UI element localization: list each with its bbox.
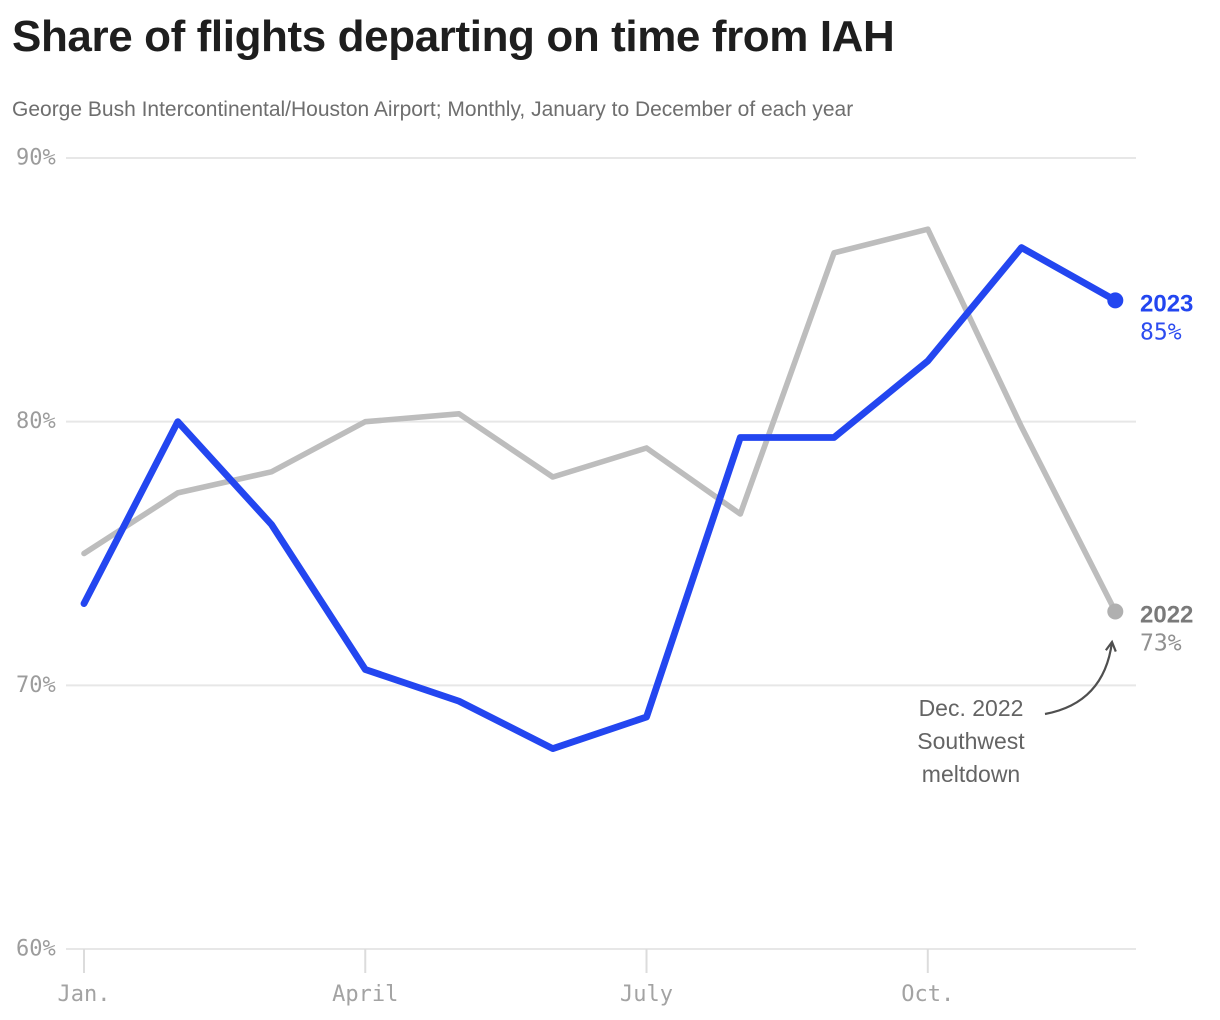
y-tick-label-90%: 90% bbox=[16, 146, 56, 171]
annotation-line-3: meltdown bbox=[922, 761, 1020, 787]
x-tick-label-Jan.: Jan. bbox=[58, 982, 111, 1007]
x-tick-label-Oct.: Oct. bbox=[901, 982, 954, 1007]
annotation-line-2: Southwest bbox=[917, 728, 1025, 754]
y-tick-label-60%: 60% bbox=[16, 937, 56, 962]
chart-subtitle: George Bush Intercontinental/Houston Air… bbox=[12, 98, 854, 121]
y-tick-label-70%: 70% bbox=[16, 673, 56, 698]
gridlines bbox=[66, 157, 1136, 950]
series-line-2022 bbox=[81, 226, 1119, 615]
series-end-label-2023: 2023 bbox=[1140, 290, 1193, 317]
series-endpoint-dot-2023 bbox=[1107, 292, 1124, 309]
annotation-arrow bbox=[1044, 639, 1117, 716]
x-tick-label-July: July bbox=[620, 982, 673, 1007]
x-axis-ticks bbox=[83, 949, 929, 973]
series-line-2023 bbox=[80, 244, 1119, 752]
annotation: Dec. 2022 Southwest meltdown bbox=[917, 639, 1117, 787]
chart-title: Share of flights departing on time from … bbox=[12, 12, 895, 61]
y-axis-labels: 90% 80% 70% 60% bbox=[16, 146, 56, 962]
x-axis-labels: Jan. April July Oct. bbox=[58, 982, 955, 1007]
series-endpoint-dot-2022 bbox=[1107, 603, 1124, 620]
series-end-value-2022: 73% bbox=[1140, 631, 1182, 657]
y-tick-label-80%: 80% bbox=[16, 409, 56, 434]
series-end-label-2022: 2022 bbox=[1140, 602, 1193, 629]
x-tick-label-April: April bbox=[332, 982, 398, 1007]
annotation-line-1: Dec. 2022 bbox=[919, 695, 1024, 721]
series-end-value-2023: 85% bbox=[1140, 319, 1182, 345]
